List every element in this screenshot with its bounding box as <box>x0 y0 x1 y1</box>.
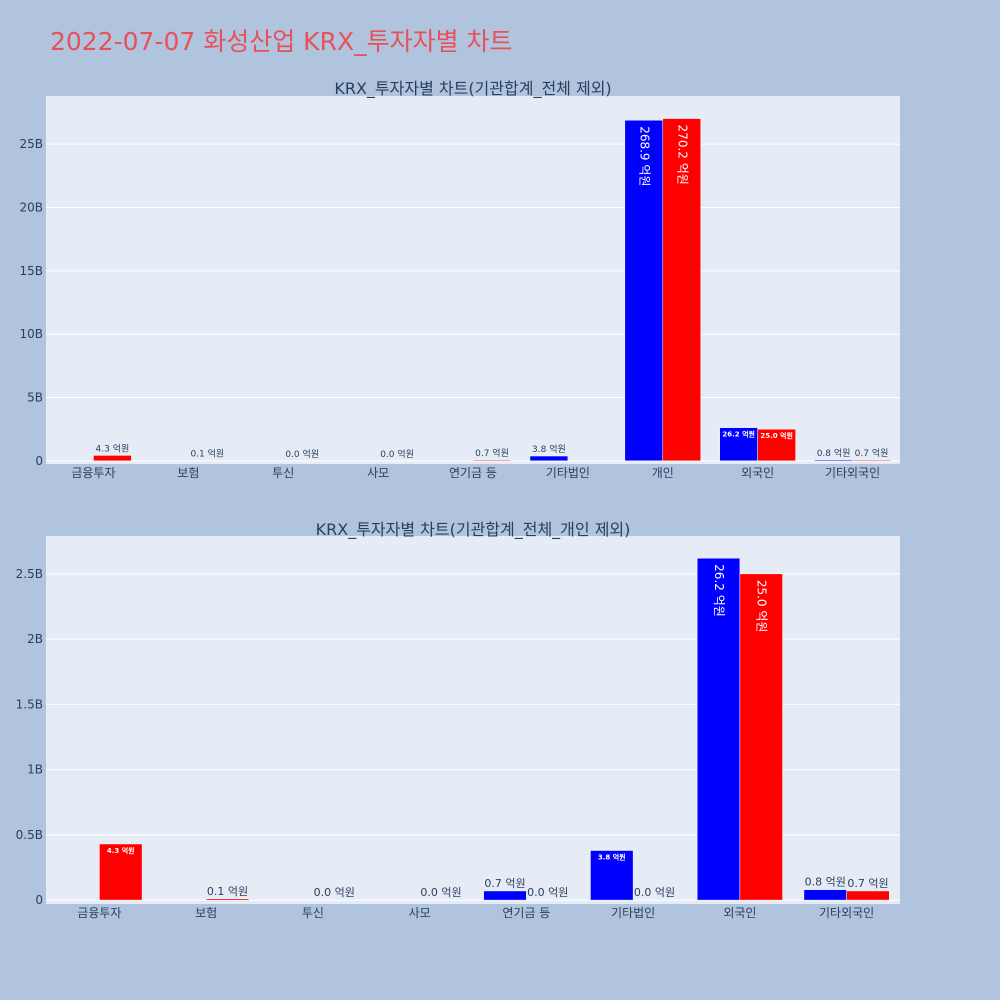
data-label: 3.8 억원 <box>532 443 566 455</box>
y-tick-label: 2B <box>27 632 43 646</box>
bar <box>803 889 847 901</box>
x-tick-label: 보험 <box>177 466 199 480</box>
x-tick-label: 사모 <box>367 466 389 480</box>
chart-title: KRX_투자자별 차트(기관합계_전체_개인 제외) <box>316 520 631 540</box>
bar <box>719 427 758 462</box>
data-label: 25.0 억원 <box>760 431 793 440</box>
chart-top: KRX_투자자별 차트(기관합계_전체 제외) 0 5B 10B 15B 20B 25B 금융… <box>19 79 900 480</box>
x-tick-label: 기타법인 <box>611 906 655 920</box>
x-tick-label: 연기금 등 <box>449 466 497 480</box>
x-tick-label: 기타외국인 <box>819 906 874 920</box>
x-tick-label: 사모 <box>409 906 431 920</box>
y-tick-label: 1.5B <box>16 697 43 711</box>
bar <box>696 557 741 901</box>
data-label: 0.8 억원 <box>817 447 851 459</box>
data-label: 0.0 억원 <box>420 886 461 899</box>
y-tick-label: 10B <box>19 327 43 341</box>
chart-bottom: KRX_투자자별 차트(기관합계_전체_개인 제외) 0 0.5B 1B 1.5B 2B 2… <box>16 520 900 920</box>
bar <box>93 455 132 462</box>
data-label: 26.2 억원 <box>722 430 755 439</box>
data-label: 268.9 억원 <box>637 126 651 186</box>
y-tick-label: 5B <box>27 390 43 404</box>
x-tick-label: 외국인 <box>723 906 756 920</box>
chart-title: KRX_투자자별 차트(기관합계_전체 제외) <box>334 79 611 99</box>
plot-area <box>46 96 900 464</box>
x-tick-label: 기타법인 <box>546 466 590 480</box>
x-tick-label: 금융투자 <box>77 906 121 920</box>
data-label: 0.0 억원 <box>634 886 675 899</box>
bar <box>590 850 634 901</box>
bar <box>529 455 569 462</box>
x-tick-label: 투신 <box>272 466 294 480</box>
bar <box>757 428 796 462</box>
data-label: 0.0 억원 <box>285 448 319 460</box>
data-label: 0.8 억원 <box>805 876 846 889</box>
bar <box>205 898 250 901</box>
x-tick-label: 연기금 등 <box>502 906 550 920</box>
bar <box>814 459 853 462</box>
bar <box>662 118 701 462</box>
x-tick-label: 보험 <box>195 906 217 920</box>
bar <box>852 459 891 462</box>
x-tick-label: 금융투자 <box>71 466 115 480</box>
data-label: 4.3 억원 <box>107 846 135 855</box>
data-label: 270.2 억원 <box>675 125 689 185</box>
bar <box>483 890 527 901</box>
data-label: 4.3 억원 <box>96 442 130 454</box>
bar <box>739 573 783 901</box>
data-label: 0.0 억원 <box>527 886 568 899</box>
y-tick-label: 20B <box>19 200 43 214</box>
bar <box>472 459 512 462</box>
page-title: 2022-07-07 화성산업 KRX_투자자별 차트 <box>50 27 513 56</box>
bar <box>846 890 890 901</box>
data-label: 26.2 억원 <box>712 564 726 617</box>
y-tick-label: 1B <box>27 763 43 777</box>
data-label: 0.0 억원 <box>314 886 355 899</box>
y-tick-label: 0.5B <box>16 828 43 842</box>
data-label: 0.1 억원 <box>190 448 224 460</box>
x-tick-label: 투신 <box>302 906 324 920</box>
data-label: 0.7 억원 <box>847 877 888 890</box>
y-tick-label: 0 <box>35 893 43 907</box>
data-label: 0.1 억원 <box>207 885 248 898</box>
y-tick-label: 0 <box>35 454 43 468</box>
data-label: 0.7 억원 <box>855 447 889 459</box>
y-tick-label: 2.5B <box>16 567 43 581</box>
data-label: 3.8 억원 <box>598 852 626 861</box>
bar <box>99 843 143 901</box>
y-tick-label: 25B <box>19 137 43 151</box>
x-tick-label: 개인 <box>652 466 674 480</box>
data-label: 0.7 억원 <box>475 447 509 459</box>
data-label: 0.7 억원 <box>484 877 525 890</box>
y-tick-label: 15B <box>19 264 43 278</box>
data-label: 0.0 억원 <box>380 448 414 460</box>
x-tick-label: 기타외국인 <box>825 466 880 480</box>
data-label: 25.0 억원 <box>755 580 769 633</box>
x-tick-label: 외국인 <box>741 466 774 480</box>
